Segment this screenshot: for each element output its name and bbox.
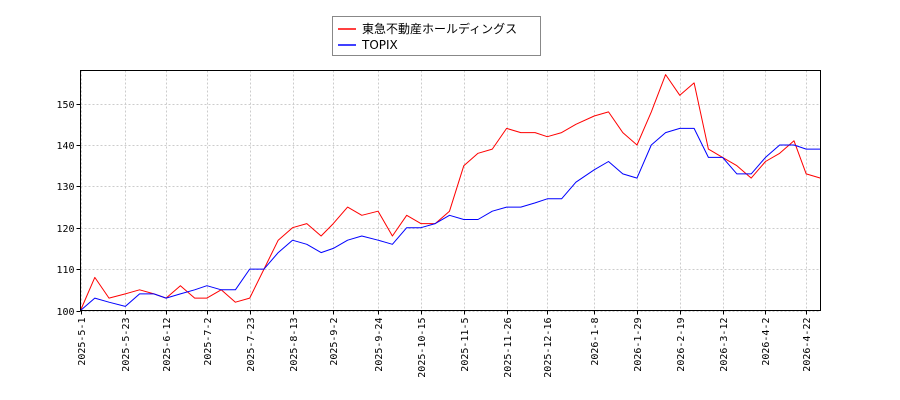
y-tick-label: 120 xyxy=(56,224,74,235)
x-tick-label: 2025-9-2 xyxy=(329,318,340,366)
x-tick-label: 2025-10-15 xyxy=(417,318,428,378)
x-tick-label: 2025-5-23 xyxy=(121,318,132,372)
x-tick-label: 2026-3-12 xyxy=(719,318,730,372)
x-tick-label: 2025-12-16 xyxy=(543,318,554,378)
x-tick-label: 2025-5-1 xyxy=(77,318,88,366)
x-tick-label: 2025-7-2 xyxy=(203,318,214,366)
x-tick-label: 2025-9-24 xyxy=(374,318,385,372)
series-line-1 xyxy=(80,127,821,311)
x-tick-label: 2026-2-19 xyxy=(676,318,687,372)
plot-frame xyxy=(80,70,821,311)
y-tick-label: 140 xyxy=(56,141,74,152)
x-tick-label: 2025-6-12 xyxy=(162,318,173,372)
x-tick-label: 2026-1-8 xyxy=(590,318,601,366)
y-tick-label: 150 xyxy=(56,100,74,111)
x-tick-label: 2026-4-2 xyxy=(761,318,772,366)
x-tick-label: 2025-11-26 xyxy=(503,318,514,378)
x-tick-label: 2026-1-29 xyxy=(633,318,644,372)
x-tick-label: 2026-4-22 xyxy=(802,318,813,372)
y-tick-label: 130 xyxy=(56,182,74,193)
x-tick-label: 2025-8-13 xyxy=(289,318,300,372)
series-lines xyxy=(80,74,821,311)
legend-box xyxy=(332,16,541,56)
y-tick-label: 100 xyxy=(56,307,74,318)
x-axis: 2025-5-1 2025-5-23 2025-6-12 2025-7-2 2025-7… xyxy=(77,310,813,378)
legend-label-series-1: TOPIX xyxy=(361,38,398,52)
series-line-0 xyxy=(80,74,821,311)
gridlines xyxy=(80,70,821,312)
x-tick-label: 2025-7-23 xyxy=(246,318,257,372)
y-tick-label: 110 xyxy=(56,265,74,276)
legend-label-series-0: 東急不動産ホールディングス xyxy=(362,21,517,36)
x-tick-label: 2025-11-5 xyxy=(460,318,471,372)
legend: 東急不動産ホールディングス TOPIX xyxy=(332,16,541,56)
y-axis: 100 110 120 130 140 150 xyxy=(56,100,81,318)
